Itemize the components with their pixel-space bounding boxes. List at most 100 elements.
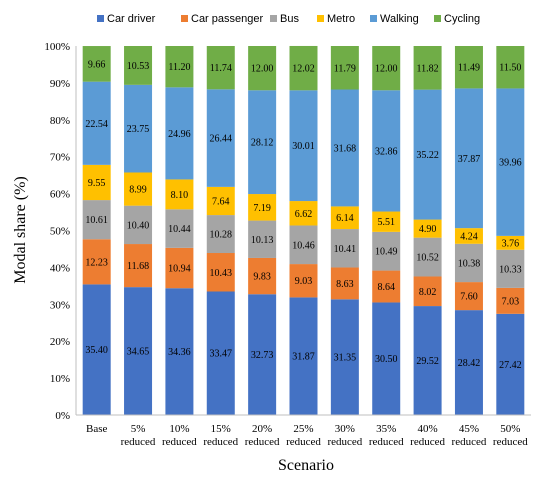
bar-segment bbox=[372, 270, 401, 303]
data-label: 10.40 bbox=[127, 220, 150, 231]
data-label: 27.42 bbox=[499, 360, 522, 371]
bar-segment bbox=[248, 46, 277, 91]
bar-segment bbox=[330, 89, 359, 207]
data-label: 34.36 bbox=[168, 347, 191, 358]
legend-swatch bbox=[434, 15, 441, 22]
data-label: 11.50 bbox=[499, 63, 521, 74]
data-label: 31.68 bbox=[334, 143, 357, 154]
bar-segment bbox=[82, 164, 111, 201]
data-label: 34.65 bbox=[127, 347, 150, 358]
bar-segment bbox=[454, 46, 483, 89]
bar-segment bbox=[330, 206, 359, 230]
bar-segment bbox=[248, 294, 277, 415]
bar-segment bbox=[82, 46, 111, 82]
data-label: 8.99 bbox=[129, 185, 147, 196]
data-label: 9.55 bbox=[88, 178, 106, 189]
data-label: 11.20 bbox=[168, 62, 190, 73]
x-axis-title: Scenario bbox=[278, 457, 334, 474]
bar-segment bbox=[413, 89, 442, 220]
data-label: 6.14 bbox=[336, 213, 354, 224]
bar-segment bbox=[206, 215, 235, 254]
bar-segment bbox=[413, 46, 442, 90]
x-tick-label: 5% reduced bbox=[121, 423, 156, 448]
bar-segment bbox=[206, 186, 235, 216]
x-tick-label: 30% reduced bbox=[327, 423, 362, 448]
bar-segment bbox=[165, 46, 194, 88]
x-tick-label: 10% reduced bbox=[162, 423, 197, 448]
data-label: 5.51 bbox=[377, 217, 395, 228]
bar-segment bbox=[248, 194, 277, 221]
y-tick-label: 60% bbox=[50, 189, 70, 201]
data-label: 10.43 bbox=[210, 268, 233, 279]
bar-segment bbox=[454, 310, 483, 415]
bar-segment bbox=[289, 90, 318, 202]
bar-segment bbox=[165, 87, 194, 180]
y-tick-labels: 0% 10% 20% 30% 40% 50% 60% 70% 80% 90% 100% bbox=[44, 41, 70, 422]
legend-label: Walking bbox=[380, 13, 419, 25]
data-label: 32.86 bbox=[375, 146, 398, 157]
data-label: 35.40 bbox=[85, 345, 108, 356]
bar-segment bbox=[124, 172, 153, 206]
bar-segment bbox=[496, 88, 525, 236]
y-tick-label: 50% bbox=[50, 226, 70, 238]
legend-swatch bbox=[370, 15, 377, 22]
bar-segment bbox=[289, 297, 318, 415]
data-label: 31.35 bbox=[334, 353, 357, 364]
bar-segment bbox=[330, 46, 359, 90]
legend: Car driver Car passenger Bus Metro Walking Cy… bbox=[97, 13, 480, 25]
bar-segment bbox=[124, 205, 153, 245]
bar-segment bbox=[372, 231, 401, 271]
bar-segment bbox=[248, 220, 277, 258]
bar-segment bbox=[289, 264, 318, 298]
bar-segment bbox=[206, 253, 235, 292]
data-label: 11.49 bbox=[458, 63, 480, 74]
bar-segment bbox=[496, 235, 525, 250]
legend-label: Cycling bbox=[444, 13, 480, 25]
data-label: 9.83 bbox=[253, 272, 271, 283]
bar-segment bbox=[496, 313, 525, 415]
bar-segment bbox=[248, 90, 277, 195]
bar-segment bbox=[289, 45, 318, 91]
bar-segment bbox=[454, 243, 483, 283]
bar-segment bbox=[206, 89, 235, 187]
bar-segment bbox=[124, 244, 153, 288]
data-label: 24.96 bbox=[168, 129, 191, 140]
bar-segment bbox=[496, 249, 525, 288]
x-tick-label: Base bbox=[86, 423, 108, 435]
bar-segment bbox=[165, 209, 194, 248]
plot-area: 35.40 12.23 10.61 9.55 22.54 9.66 34.65 11.68 10… bbox=[82, 45, 525, 415]
data-label: 7.19 bbox=[253, 203, 271, 214]
data-label: 11.74 bbox=[210, 63, 232, 74]
data-label: 30.01 bbox=[292, 141, 315, 152]
bar-segment bbox=[206, 46, 235, 90]
y-axis-title: Modal share (%) bbox=[12, 176, 29, 284]
data-label: 10.52 bbox=[416, 253, 439, 264]
data-label: 10.33 bbox=[499, 264, 522, 275]
bar-segment bbox=[289, 225, 318, 265]
axes bbox=[75, 46, 531, 416]
data-label: 8.63 bbox=[336, 279, 354, 290]
data-label: 10.94 bbox=[168, 264, 191, 275]
bar-segment bbox=[372, 46, 401, 91]
y-tick-label: 0% bbox=[55, 410, 70, 422]
data-label: 10.53 bbox=[127, 61, 150, 72]
data-label: 33.47 bbox=[210, 349, 233, 360]
x-tick-label: 35% reduced bbox=[369, 423, 404, 448]
data-label: 26.44 bbox=[210, 134, 233, 145]
bar-segment bbox=[454, 282, 483, 311]
bar-segment bbox=[330, 299, 359, 415]
bar-segment bbox=[496, 287, 525, 314]
data-label: 11.82 bbox=[417, 63, 439, 74]
data-label: 7.03 bbox=[502, 296, 520, 307]
data-label: 3.76 bbox=[502, 238, 520, 249]
data-label: 8.64 bbox=[377, 282, 395, 293]
legend-swatch bbox=[181, 15, 188, 22]
bar-segment bbox=[206, 291, 235, 415]
x-tick-label: 25% reduced bbox=[286, 423, 321, 448]
data-label: 6.62 bbox=[295, 209, 313, 220]
x-tick-label: 15% reduced bbox=[203, 423, 238, 448]
data-label: 10.41 bbox=[334, 244, 357, 255]
data-label: 29.52 bbox=[416, 356, 439, 367]
data-label: 39.96 bbox=[499, 158, 522, 169]
